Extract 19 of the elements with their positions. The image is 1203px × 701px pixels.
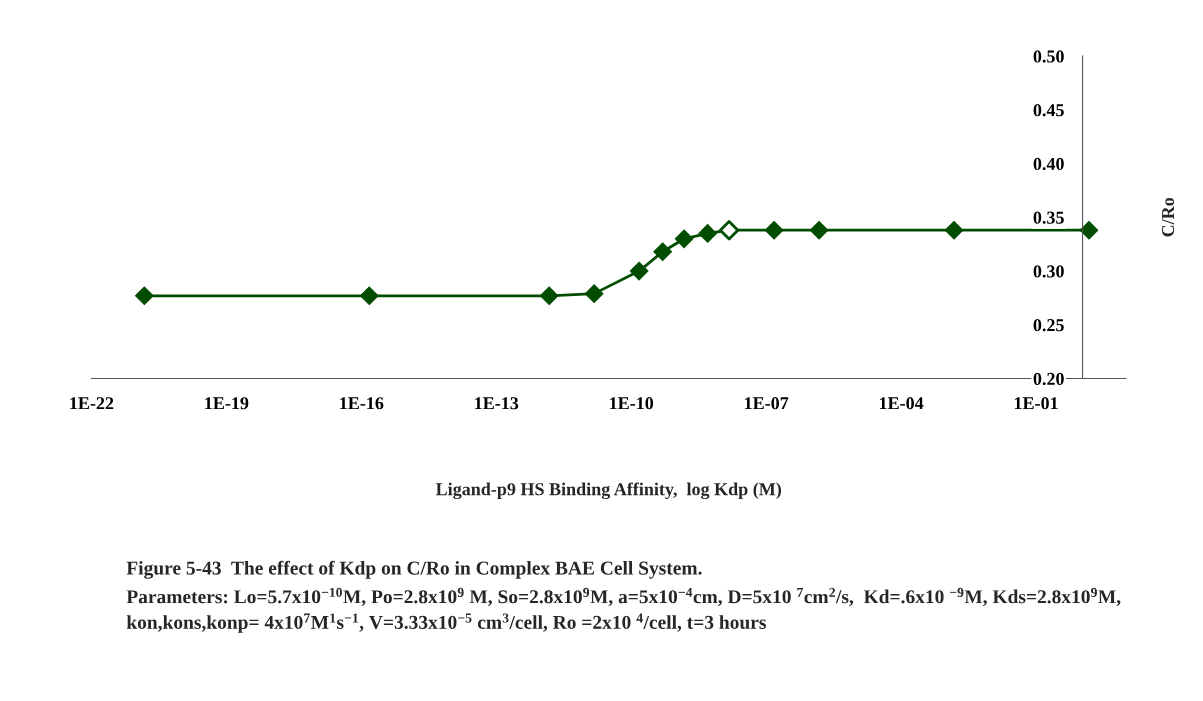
x-axis-title: Ligand-p9 HS Binding Affinity, log Kdp (M) [435,482,782,500]
y-axis-title: C/Ro [1161,197,1175,237]
x-tick-label: 1E-10 [610,397,654,410]
x-tick-label: 1E-13 [475,397,519,410]
y-tick-label: 0.30 [1033,265,1064,278]
x-tick-label: 1E-22 [70,397,114,410]
x-tick-label: 1E-04 [879,397,924,410]
y-tick-label: 0.50 [1033,50,1064,63]
x-tick-label: 1E-16 [340,397,384,410]
y-tick-label: 0.25 [1033,319,1064,332]
y-tick-label: 0.35 [1033,211,1064,224]
y-tick-label: 0.45 [1033,104,1064,117]
y-tick-label: 0.40 [1033,157,1064,171]
x-tick-label: 1E-01 [1014,397,1058,410]
x-tick-label: 1E-19 [205,397,249,410]
caption: Figure 5-43 The effect of Kdp on C/Ro in Complex BAE Cell System. [126,560,702,579]
y-tick-label: 0.20 [1033,372,1064,386]
x-tick-label: 1E-07 [745,397,789,410]
text: Parameters: Lo=5.7x10$^{−10}$M, Po=2.8x10$^{9}$ M, So=2.8x10$^{9}$M, a=5x10$^{−4}$cm, D=5x10 $^{7}$cm$^{2}$/s, Kd=.6x10 $^{−9}$M, Kds=2.8x10$^{9}$M, kon,kons,konp= 4x10$^{7}$M$^{1}$s$^{−1}$, V=3.33x10$^{−5}$ cm$^{3}$/cell, Ro =2x10 $^{4}$/cell, t=3 hours [126,587,1121,633]
